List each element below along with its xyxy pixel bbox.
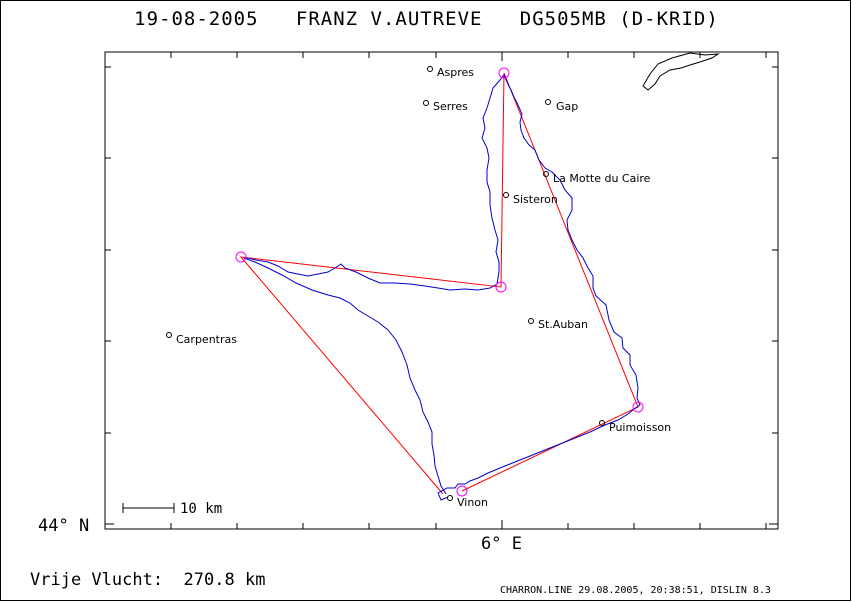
place-label-serres: Serres — [433, 100, 468, 113]
scale-bar — [122, 503, 175, 513]
place-label-vinon: Vinon — [457, 496, 488, 509]
place-dot-carpentras — [166, 332, 172, 338]
place-label-la-motte: La Motte du Caire — [553, 172, 651, 185]
lake-outline — [642, 52, 720, 91]
distance-label: Vrije Vlucht: — [30, 570, 164, 590]
place-label-carpentras: Carpentras — [176, 333, 237, 346]
place-label-gap: Gap — [556, 100, 578, 113]
left-ticks — [105, 66, 114, 525]
place-labels: Aspres Serres Gap La Motte du Caire Sist… — [176, 66, 671, 509]
turnpoint-marker — [632, 401, 644, 413]
task-line — [239, 72, 639, 495]
turnpoint-marker — [235, 251, 247, 263]
place-dot-la-motte — [543, 171, 549, 177]
distance-value: 270.8 km — [183, 570, 266, 590]
top-ticks — [170, 52, 767, 61]
scale-bar-label: 10 km — [180, 501, 222, 517]
turnpoint-marker — [498, 67, 510, 79]
footer-info: CHARRON.LINE 29.08.2005, 20:38:51, DISLI… — [500, 585, 771, 596]
turnpoint-marker — [495, 281, 507, 293]
place-dot-sisteron — [503, 192, 509, 198]
distance-readout: Vrije Vlucht: 270.8 km — [30, 570, 265, 590]
turnpoints — [235, 67, 644, 497]
place-dot-vinon — [447, 495, 453, 501]
latitude-label: 44° N — [38, 516, 89, 536]
place-label-sisteron: Sisteron — [513, 193, 558, 206]
bottom-ticks — [170, 520, 767, 529]
place-dot-aspres — [427, 66, 433, 72]
place-dot-st-auban — [528, 318, 534, 324]
page-title: 19-08-2005 FRANZ V.AUTREVE DG505MB (D-KR… — [134, 8, 719, 30]
place-markers — [166, 66, 605, 501]
flight-track — [243, 74, 641, 501]
map-frame — [104, 51, 779, 530]
place-dot-puimoisson — [599, 420, 605, 426]
place-label-aspres: Aspres — [437, 66, 474, 79]
turnpoint-marker — [456, 485, 468, 497]
place-label-puimoisson: Puimoisson — [609, 421, 671, 434]
place-dot-serres — [423, 100, 429, 106]
longitude-label: 6° E — [481, 534, 522, 554]
place-label-st-auban: St.Auban — [538, 318, 588, 331]
right-ticks — [769, 66, 778, 525]
place-dot-gap — [545, 99, 551, 105]
